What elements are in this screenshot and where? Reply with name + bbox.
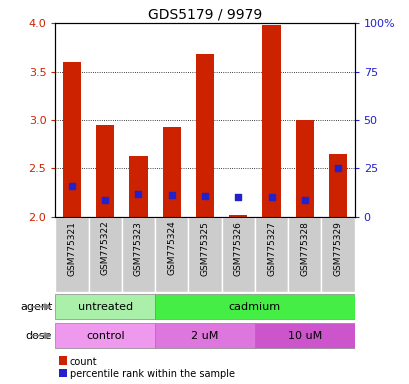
Bar [155, 323, 254, 348]
Bar [321, 217, 354, 292]
Bar [162, 127, 180, 217]
Point [135, 190, 142, 197]
Text: dose: dose [26, 331, 52, 341]
Point [168, 192, 175, 198]
Point [334, 164, 340, 170]
Text: cadmium: cadmium [228, 302, 280, 312]
Text: GSM775322: GSM775322 [101, 221, 110, 275]
Bar [55, 217, 88, 292]
Point [102, 197, 108, 203]
Point [301, 197, 307, 203]
Text: GSM775326: GSM775326 [233, 221, 242, 276]
Text: GSM775321: GSM775321 [67, 221, 76, 276]
Bar [262, 25, 280, 217]
Bar [229, 215, 247, 217]
Bar [288, 217, 321, 292]
Bar [129, 156, 147, 217]
Text: GSM775323: GSM775323 [134, 221, 143, 276]
Bar [196, 54, 213, 217]
Text: GSM775327: GSM775327 [266, 221, 275, 276]
Bar [188, 217, 221, 292]
Point [201, 192, 208, 199]
Title: GDS5179 / 9979: GDS5179 / 9979 [148, 8, 261, 22]
Bar [121, 217, 155, 292]
Point [234, 194, 241, 200]
Text: GSM775328: GSM775328 [299, 221, 308, 276]
Text: GSM775329: GSM775329 [333, 221, 342, 276]
Bar [96, 125, 114, 217]
Bar [221, 217, 254, 292]
Bar [254, 323, 354, 348]
Bar [88, 217, 121, 292]
Point [267, 194, 274, 200]
Text: 10 uM: 10 uM [287, 331, 321, 341]
Text: count: count [70, 357, 97, 367]
Text: GSM775324: GSM775324 [167, 221, 176, 275]
Bar [295, 120, 313, 217]
Point [69, 183, 75, 189]
Text: 2 uM: 2 uM [191, 331, 218, 341]
Bar [254, 217, 288, 292]
Bar [63, 62, 81, 217]
Bar [155, 295, 354, 319]
Text: percentile rank within the sample: percentile rank within the sample [70, 369, 234, 379]
Text: GSM775325: GSM775325 [200, 221, 209, 276]
Bar [55, 323, 155, 348]
Text: agent: agent [20, 302, 52, 312]
Bar [328, 154, 346, 217]
Text: untreated: untreated [77, 302, 133, 312]
Bar [155, 217, 188, 292]
Text: control: control [86, 331, 124, 341]
Bar [55, 295, 155, 319]
